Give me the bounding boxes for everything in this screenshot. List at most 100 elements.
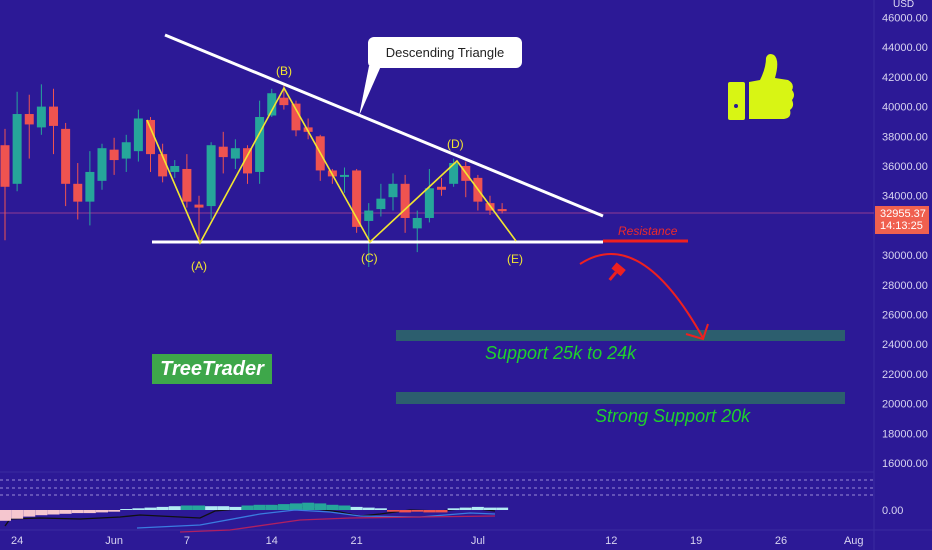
histogram-bar [23,510,36,517]
candle-body[interactable] [291,103,301,131]
price-tick-label: 24000.00 [882,339,928,351]
pattern-callout[interactable]: Descending Triangle [368,37,522,68]
candle-body[interactable] [340,174,349,177]
candle-body[interactable] [0,145,10,187]
support-zone-25k-24k[interactable] [396,330,845,341]
support-label-25k-24k: Support 25k to 24k [485,343,637,363]
histogram-bar [411,510,424,512]
candle-body[interactable] [158,154,168,177]
histogram-bar [0,510,11,521]
time-tick-label: 24 [11,535,23,547]
histogram-bar [387,510,399,512]
candle-body[interactable] [146,119,155,155]
resistance-label: Resistance [618,224,678,238]
currency-label: USD [893,0,915,10]
histogram-bar [362,507,375,510]
candle-body[interactable] [73,183,83,202]
candle-body[interactable] [12,114,22,184]
candle-body[interactable] [412,217,422,229]
time-tick-label: Jun [105,535,123,547]
price-tick-label: 26000.00 [882,310,928,322]
arrow-head-icon [685,323,709,341]
breakdown-arrow[interactable] [579,253,704,339]
histogram-bar [83,510,96,514]
price-tick-label: 46000.00 [882,13,928,25]
price-tick-label: 28000.00 [882,280,928,292]
price-tick-label: 40000.00 [882,102,928,114]
point-e-label: (E) [507,252,523,266]
candle-body[interactable] [218,146,228,158]
histogram-bar [229,506,242,510]
candle-body[interactable] [85,171,95,202]
candle-body[interactable] [449,163,459,184]
indicator-zero-label: 0.00 [882,505,903,517]
price-tick-label: 42000.00 [882,72,928,84]
candle-body[interactable] [170,166,180,172]
candle-body[interactable] [194,204,204,208]
brand-badge: TreeTrader [152,354,272,384]
price-axis[interactable]: 46000.00 44000.00 42000.00 40000.00 38000.00… [882,13,928,471]
histogram-bar [156,506,169,510]
descending-trendline[interactable] [164,33,604,218]
histogram-bar [11,510,24,519]
candle-body[interactable] [133,118,143,152]
time-tick-label: 12 [605,535,617,547]
candle-body[interactable] [121,142,131,159]
histogram-bar [180,505,193,510]
candle-body[interactable] [267,93,277,116]
candle-body[interactable] [36,106,46,128]
time-tick-label: Jul [471,535,485,547]
macd-histogram [0,502,509,521]
candle-body[interactable] [437,186,446,190]
last-price: 32955.37 [880,208,926,220]
histogram-bar [193,505,205,510]
histogram-bar [71,510,84,514]
histogram-bar [459,507,472,510]
candle-body[interactable] [255,116,265,172]
histogram-bar [253,504,266,510]
candle-body[interactable] [97,148,107,181]
price-tick-label: 18000.00 [882,428,928,440]
candle-body[interactable] [497,209,507,212]
price-tick-label: 36000.00 [882,161,928,173]
price-tick-label: 30000.00 [882,250,928,262]
candle-body[interactable] [206,145,216,207]
candle-body[interactable] [376,198,386,210]
point-a-label: (A) [191,259,207,273]
bar-countdown: 14:13:25 [880,220,923,232]
point-d-label: (D) [447,137,464,151]
price-tick-label: 16000.00 [882,458,928,470]
candle-body[interactable] [61,128,71,184]
price-tick-label: 44000.00 [882,42,928,54]
histogram-bar [399,510,412,513]
histogram-bar [241,505,254,510]
abcde-zigzag[interactable] [146,86,517,245]
candle-body[interactable] [230,148,240,159]
support-label-20k: Strong Support 20k [595,406,751,426]
candle-body[interactable] [109,149,119,161]
point-b-label: (B) [276,64,292,78]
candle-body[interactable] [182,168,192,202]
histogram-bar [326,504,339,510]
candle-body[interactable] [424,188,434,218]
candle-body[interactable] [24,114,34,125]
candle-body[interactable] [400,183,410,218]
histogram-bar [205,506,218,510]
support-zone-20k[interactable] [396,392,845,404]
candle-body[interactable] [364,210,374,221]
histogram-bar [338,505,351,510]
candle-body[interactable] [352,170,362,227]
candle-body[interactable] [49,106,58,126]
candle-body[interactable] [243,148,252,174]
histogram-bar [435,510,448,513]
time-axis[interactable]: 24 Jun 7 14 21 Jul 12 19 26 Aug [11,535,864,547]
histogram-bar [496,507,509,510]
time-tick-label: 26 [775,535,787,547]
signal-line [179,515,496,533]
time-tick-label: 19 [690,535,702,547]
candle-body[interactable] [279,97,289,106]
price-tick-label: 38000.00 [882,131,928,143]
histogram-bar [277,504,290,510]
candle-body[interactable] [388,183,398,198]
